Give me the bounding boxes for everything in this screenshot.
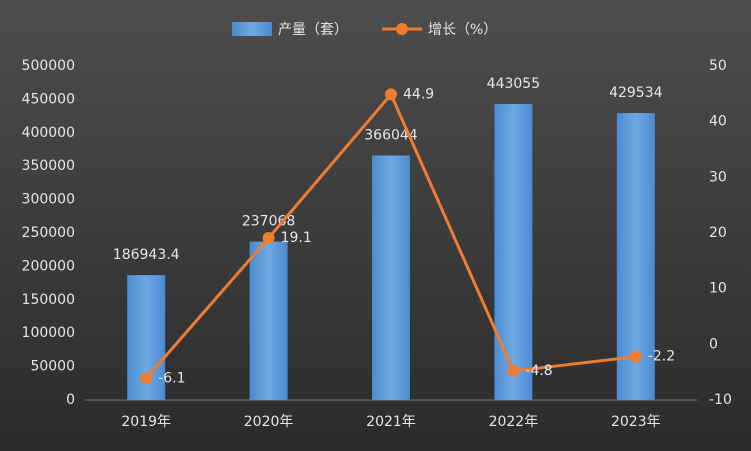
line-value-label: 44.9 bbox=[403, 86, 434, 102]
x-tick-label: 2020年 bbox=[244, 414, 294, 430]
y-tick-label: 50000 bbox=[30, 359, 75, 375]
bar-value-label: 429534 bbox=[609, 85, 663, 101]
y-tick-label: 500000 bbox=[22, 58, 75, 74]
bar bbox=[249, 241, 288, 400]
y-tick-label: 150000 bbox=[22, 292, 75, 308]
x-tick-label: 2019年 bbox=[121, 414, 171, 430]
y-tick-label: 0 bbox=[66, 392, 75, 408]
legend-swatch bbox=[232, 22, 272, 36]
line-value-label: -2.2 bbox=[648, 349, 675, 365]
y2-tick-label: -10 bbox=[709, 392, 732, 408]
y2-tick-label: 10 bbox=[709, 281, 727, 297]
x-tick-label: 2021年 bbox=[366, 414, 416, 430]
y2-tick-label: 40 bbox=[709, 114, 727, 130]
line-marker bbox=[262, 232, 275, 245]
x-tick-label: 2023年 bbox=[611, 414, 661, 430]
line-value-label: -6.1 bbox=[158, 370, 185, 386]
line-marker bbox=[507, 365, 520, 378]
bar bbox=[494, 104, 533, 401]
line-value-label: 19.1 bbox=[281, 230, 312, 246]
y-tick-label: 250000 bbox=[22, 225, 75, 241]
y-tick-label: 450000 bbox=[22, 91, 75, 107]
line-marker bbox=[629, 350, 642, 363]
y2-tick-label: 0 bbox=[709, 336, 718, 352]
line-marker bbox=[140, 372, 153, 385]
y-tick-label: 100000 bbox=[22, 325, 75, 341]
line-marker bbox=[385, 88, 397, 101]
legend-swatch bbox=[396, 23, 408, 35]
legend-label: 增长（%） bbox=[428, 22, 497, 38]
x-tick-label: 2022年 bbox=[489, 414, 539, 430]
y2-tick-label: 20 bbox=[709, 225, 727, 241]
bar bbox=[372, 155, 410, 400]
y-tick-label: 300000 bbox=[22, 192, 75, 208]
y-tick-label: 400000 bbox=[22, 125, 75, 141]
legend-label: 产量（套） bbox=[278, 22, 348, 38]
bar-value-label: 237068 bbox=[242, 214, 295, 230]
y-tick-label: 200000 bbox=[22, 258, 75, 274]
bar-value-label: 366044 bbox=[364, 127, 418, 143]
line-value-label: -4.8 bbox=[525, 363, 552, 379]
bar-value-label: 443055 bbox=[487, 76, 540, 92]
bar-value-label: 186943.4 bbox=[113, 247, 180, 263]
y2-tick-label: 30 bbox=[709, 169, 727, 185]
y-tick-label: 350000 bbox=[22, 158, 75, 174]
y2-tick-label: 50 bbox=[709, 58, 727, 74]
